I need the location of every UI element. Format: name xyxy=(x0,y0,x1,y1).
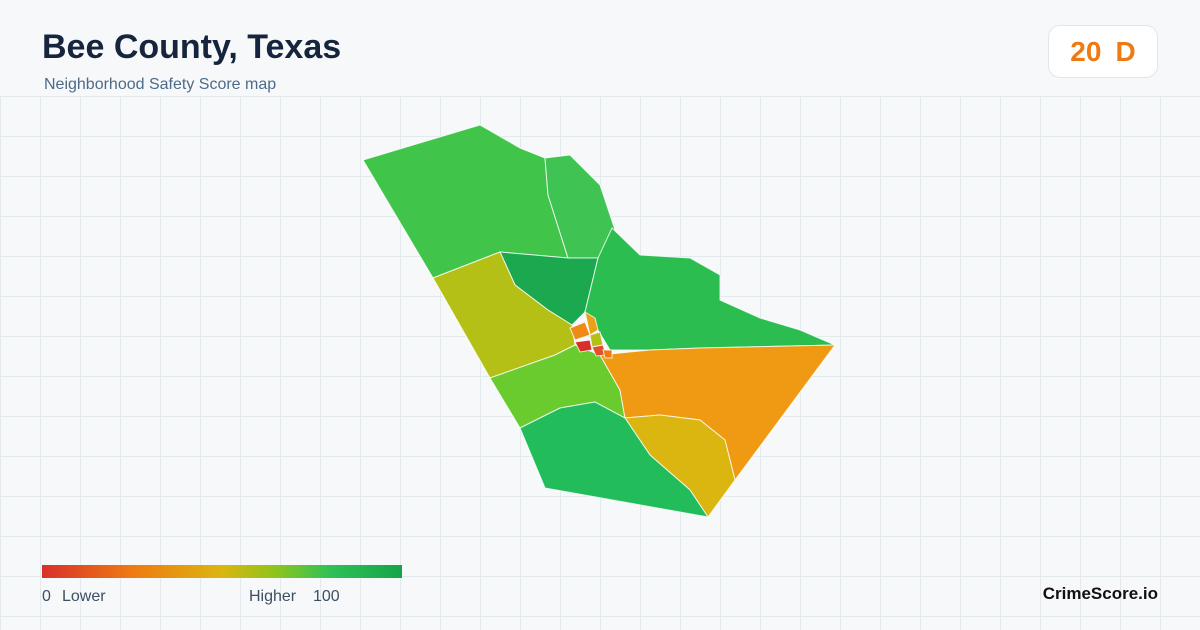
region xyxy=(574,339,593,353)
title: Bee County, Texas xyxy=(42,28,342,66)
score-badge: 20 D xyxy=(1048,25,1158,78)
region xyxy=(519,401,710,518)
legend-min: 0 xyxy=(42,588,51,605)
brand: CrimeScore.io xyxy=(1042,584,1158,603)
score-grade: D xyxy=(1115,35,1136,67)
score-value: 20 xyxy=(1070,35,1102,67)
legend-min-label: Lower xyxy=(62,588,106,605)
region xyxy=(584,310,599,336)
legend-max-label: Higher xyxy=(249,588,297,605)
region xyxy=(584,227,836,351)
subtitle: Neighborhood Safety Score map xyxy=(44,76,277,93)
legend-gradient xyxy=(42,565,402,578)
legend-max: 100 xyxy=(313,588,340,605)
region xyxy=(602,349,613,359)
